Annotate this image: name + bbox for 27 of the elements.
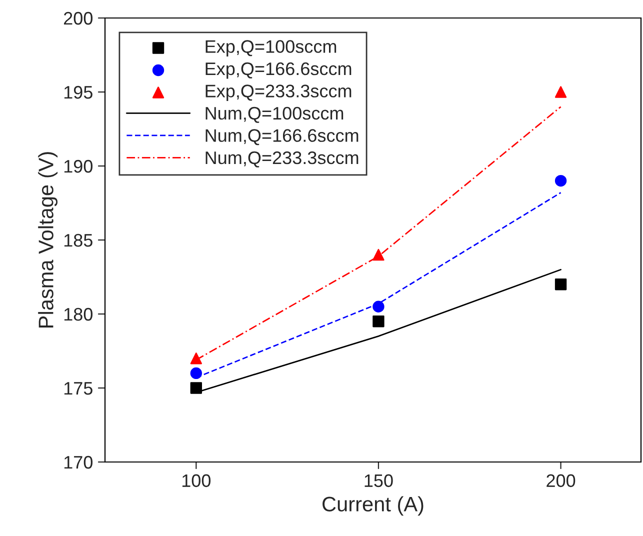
y-axis-title: Plasma Voltage (V)	[38, 152, 58, 328]
point	[190, 367, 202, 380]
y-tick-label: 175	[64, 382, 92, 395]
x-axis-title: Current (A)	[322, 496, 424, 516]
x-tick-label: 200	[546, 474, 576, 488]
y-tick-label: 180	[64, 308, 92, 321]
point	[554, 174, 567, 187]
y-tick-label: 200	[64, 12, 92, 25]
legend-label: Num,Q=233.3sccm	[206, 151, 358, 168]
y-tick-label: 185	[64, 234, 92, 247]
y-tick-label: 190	[64, 160, 92, 173]
point	[372, 316, 384, 328]
legend-label: Num,Q=100sccm	[206, 106, 344, 123]
y-tick-label: 170	[64, 456, 92, 469]
legend-label: Exp,Q=166.6sccm	[206, 62, 352, 79]
legend-label: Exp,Q=100sccm	[206, 40, 336, 56]
point	[190, 382, 202, 394]
point	[190, 352, 202, 364]
x-tick-label: 150	[364, 474, 393, 488]
legend-label: Exp,Q=233.3sccm	[206, 84, 352, 101]
y-tick-label: 195	[64, 86, 92, 99]
x-tick-label: 100	[182, 474, 211, 488]
legend-label: Num,Q=166.6sccm	[206, 129, 358, 146]
point	[372, 300, 384, 312]
point	[372, 248, 384, 261]
point	[554, 278, 567, 290]
point	[554, 86, 567, 98]
